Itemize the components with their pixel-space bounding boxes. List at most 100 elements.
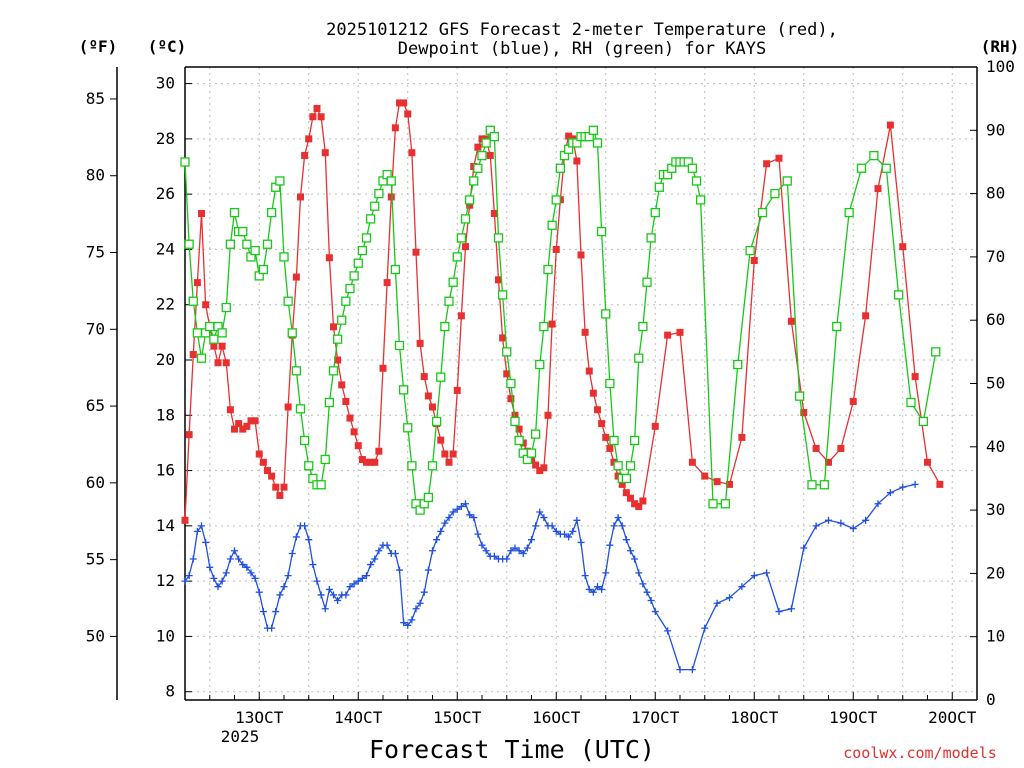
dewpoint-point [437, 527, 445, 535]
relative-humidity-point [869, 150, 879, 161]
temperature-point [825, 458, 832, 466]
dewpoint-point [330, 591, 337, 599]
temperature-point [726, 480, 733, 488]
relative-humidity-point [394, 340, 405, 351]
dewpoint-point [606, 541, 614, 549]
relative-humidity-point [196, 353, 207, 363]
dewpoint-point [441, 519, 449, 527]
relative-humidity-point [844, 207, 854, 218]
dewpoint-point [688, 666, 696, 674]
temperature-point [495, 276, 502, 284]
temperature-point [193, 279, 201, 287]
dewpoint-point [565, 533, 573, 541]
temperature-point [247, 417, 255, 425]
temperature-point [272, 483, 280, 491]
x-tick-label: 18OCT [730, 708, 779, 727]
dewpoint-point [259, 608, 267, 616]
temperature-point [812, 444, 820, 452]
temperature-point [581, 328, 589, 336]
dewpoint-point [358, 574, 366, 582]
x-tick-label: 14OCT [334, 708, 383, 727]
temperature-point [400, 99, 408, 107]
temperature-point [429, 403, 436, 411]
fahrenheit-tick-label: 55 [86, 550, 105, 569]
dewpoint-point [569, 527, 577, 535]
relative-humidity-line [184, 128, 937, 512]
relative-humidity-point [304, 461, 314, 471]
dewpoint-point [206, 563, 214, 571]
dewpoint-point [627, 547, 634, 555]
temperature-point [713, 478, 721, 486]
dewpoint-point [251, 574, 259, 582]
dewpoint-point [664, 627, 672, 635]
celsius-tick-label: 28 [156, 129, 175, 148]
fahrenheit-tick-label: 75 [86, 243, 105, 262]
dewpoint-point [235, 555, 243, 563]
dewpoint-point [618, 522, 626, 530]
relative-humidity-point [365, 214, 376, 224]
x-tick-label: 19OCT [829, 708, 878, 727]
relative-humidity-point [481, 138, 491, 148]
relative-humidity-point [646, 233, 656, 243]
relative-humidity-point [316, 480, 326, 490]
temperature-point [544, 411, 552, 419]
dewpoint-point [589, 588, 597, 596]
relative-humidity-point [782, 176, 792, 186]
dewpoint-point [478, 541, 486, 549]
temperature-point [367, 458, 375, 466]
temperature-point [301, 151, 309, 159]
dewpoint-point [726, 594, 733, 602]
fahrenheit-tick-label: 50 [86, 626, 105, 645]
dewpoint-point [639, 580, 647, 588]
dewpoint-point [581, 572, 589, 580]
temperature-point [317, 113, 325, 121]
dewpoint-point [482, 547, 490, 555]
temperature-point [552, 245, 560, 253]
relative-humidity-point [464, 195, 475, 205]
dewpoint-point [738, 583, 746, 591]
temperature-point [474, 143, 482, 151]
relative-humidity-point [625, 461, 636, 471]
fahrenheit-axis-unit: (ºF) [79, 37, 118, 56]
relative-humidity-point [431, 416, 442, 427]
temperature-point [181, 516, 189, 524]
temperature-point [416, 339, 424, 347]
dewpoint-point [470, 514, 478, 522]
relative-humidity-point [555, 163, 566, 173]
dewpoint-point [614, 514, 622, 522]
relative-humidity-point [695, 195, 706, 205]
relative-humidity-point [510, 416, 520, 427]
temperature-point [424, 392, 432, 400]
dewpoint-point [561, 530, 568, 538]
dewpoint-point [812, 522, 820, 530]
fahrenheit-tick-label: 70 [86, 319, 105, 338]
credit-link[interactable]: coolwx.com/models [843, 744, 997, 762]
rh-tick-label: 50 [986, 374, 1005, 393]
temperature-point [676, 328, 684, 336]
relative-humidity-point [770, 188, 780, 199]
dewpoint-point [416, 599, 424, 607]
dewpoint-point [396, 566, 403, 574]
dewpoint-point [519, 549, 527, 557]
year-label: 2025 [221, 727, 260, 746]
dewpoint-point [602, 569, 610, 577]
relative-humidity-point [209, 334, 219, 344]
celsius-tick-label: 30 [156, 74, 175, 93]
dewpoint-point [342, 591, 350, 599]
temperature-point [886, 121, 894, 129]
relative-humidity-point [188, 296, 198, 306]
dewpoint-point [507, 547, 515, 555]
dewpoint-point [280, 583, 288, 591]
temperature-point [363, 458, 370, 466]
dewpoint-point [181, 577, 189, 585]
relative-humidity-point [592, 138, 603, 148]
dewpoint-point [787, 605, 795, 613]
temperature-point [490, 210, 498, 218]
celsius-axis-unit: (ºC) [148, 37, 187, 56]
dewpoint-point [383, 541, 391, 549]
relative-humidity-point [221, 302, 231, 313]
relative-humidity-point [605, 378, 615, 389]
temperature-point [210, 342, 218, 350]
relative-humidity-point [654, 182, 665, 192]
dewpoint-point [643, 588, 651, 596]
